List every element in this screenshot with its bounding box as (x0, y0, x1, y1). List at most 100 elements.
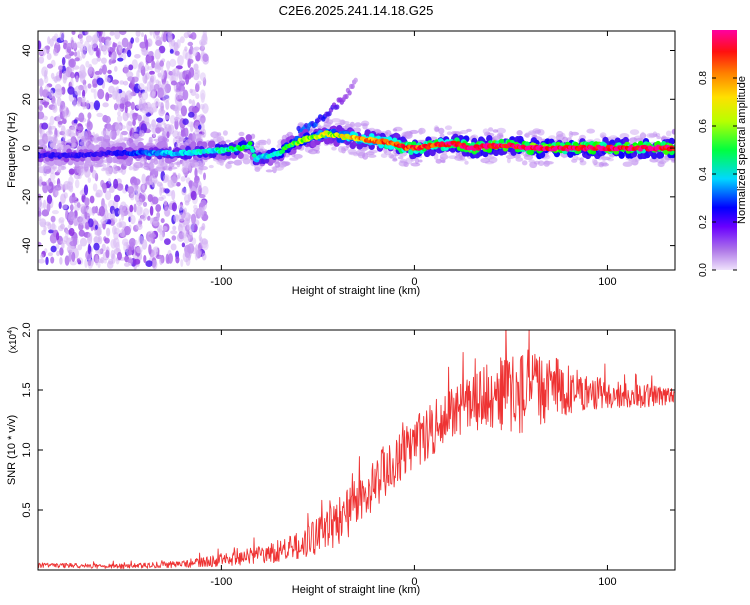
noise-blob (46, 52, 52, 61)
spectrogram-frame (37, 30, 676, 271)
noise-blob (174, 50, 180, 56)
snr-multiplier-exponent: 4 (7, 330, 14, 334)
noise-blob (170, 175, 178, 187)
noise-blob (142, 201, 148, 207)
halo-blob (656, 136, 662, 140)
noise-blob (151, 196, 159, 205)
halo-blob (360, 120, 370, 127)
noise-blob (134, 54, 141, 59)
noise-blob (141, 91, 149, 101)
noise-blob (61, 106, 69, 117)
noise-blob (181, 187, 187, 196)
halo-blob (212, 136, 222, 143)
noise-blob (102, 182, 107, 194)
noise-blob (129, 204, 134, 213)
noise-blob (120, 125, 126, 130)
noise-blob (128, 165, 133, 171)
noise-blob (150, 106, 158, 113)
noise-blob (171, 69, 176, 76)
halo-blob (515, 157, 524, 162)
noise-blob (89, 195, 95, 204)
noise-blob (41, 122, 49, 130)
noise-blob (159, 255, 163, 266)
noise-blob (151, 90, 156, 100)
branch-blob (350, 83, 355, 89)
noise-blob (84, 211, 88, 220)
noise-blob (97, 235, 103, 245)
noise-blob (38, 50, 44, 56)
noise-blob (60, 193, 66, 204)
halo-blob (331, 118, 341, 123)
noise-blob (141, 173, 146, 184)
noise-blob (138, 94, 144, 100)
ridge-blob (668, 137, 675, 145)
snr-y-tick-label: 1.5 (21, 382, 33, 397)
noise-blob (133, 258, 141, 265)
noise-blob (193, 63, 199, 71)
noise-blob (126, 71, 134, 78)
halo-blob (438, 127, 445, 135)
noise-blob (177, 173, 181, 179)
halo-blob (640, 131, 646, 138)
noise-blob (160, 69, 165, 80)
noise-blob (190, 190, 197, 201)
halo-blob (255, 141, 261, 148)
halo-blob (50, 142, 57, 149)
noise-blob (185, 74, 190, 85)
noise-blob (85, 60, 90, 68)
spectrogram-y-tick-label: 40 (21, 44, 33, 56)
halo-blob (442, 155, 449, 160)
noise-blob (112, 87, 119, 97)
noise-blob (183, 233, 187, 239)
noise-blob (194, 167, 198, 178)
halo-blob (208, 164, 214, 169)
noise-blob (77, 244, 83, 251)
halo-blob (93, 163, 103, 168)
noise-blob (61, 57, 66, 66)
noise-blob (155, 127, 162, 134)
noise-blob (168, 42, 175, 48)
snr-y-label: SNR (10 * v/v) (6, 415, 18, 485)
noise-blob (196, 248, 202, 256)
noise-blob (182, 251, 190, 263)
halo-blob (459, 130, 469, 134)
noise-blob (177, 204, 184, 211)
noise-blob (119, 103, 125, 109)
halo-blob (157, 162, 168, 167)
noise-blob (58, 218, 62, 224)
noise-blob (84, 258, 88, 268)
halo-blob (210, 131, 220, 138)
noise-blob (149, 70, 155, 75)
noise-blob (66, 42, 73, 50)
noise-blob (149, 175, 154, 186)
noise-blob (90, 88, 95, 93)
noise-blob (166, 60, 171, 70)
ridge-blob (126, 155, 134, 163)
noise-blob (149, 84, 155, 92)
spectrogram-panel: -100 0 100 40 20 0 -20 -40 Height of straight l… (6, 30, 676, 297)
halo-blob (179, 137, 186, 142)
noise-blob (122, 51, 127, 61)
noise-blob (71, 31, 76, 35)
ridge-blob (657, 151, 665, 159)
noise-blob (163, 200, 168, 206)
noise-blob (118, 46, 123, 53)
noise-blob (199, 72, 206, 82)
halo-blob (105, 166, 112, 171)
noise-blob (87, 243, 91, 255)
noise-blob (95, 189, 103, 198)
spectrogram-x-label: Height of straight line (km) (292, 285, 420, 297)
noise-blob (130, 101, 135, 111)
noise-blob (143, 48, 148, 56)
ridge-blob (247, 141, 253, 146)
noise-blob (39, 77, 43, 87)
noise-blob (85, 35, 93, 43)
noise-blob (120, 90, 126, 101)
noise-blob (38, 179, 43, 187)
noise-blob (181, 78, 186, 84)
colorbar-tick-label: 0.8 (698, 71, 709, 85)
halo-blob (529, 161, 538, 169)
noise-blob (99, 42, 103, 52)
noise-blob (114, 66, 118, 72)
noise-blob (201, 238, 209, 245)
